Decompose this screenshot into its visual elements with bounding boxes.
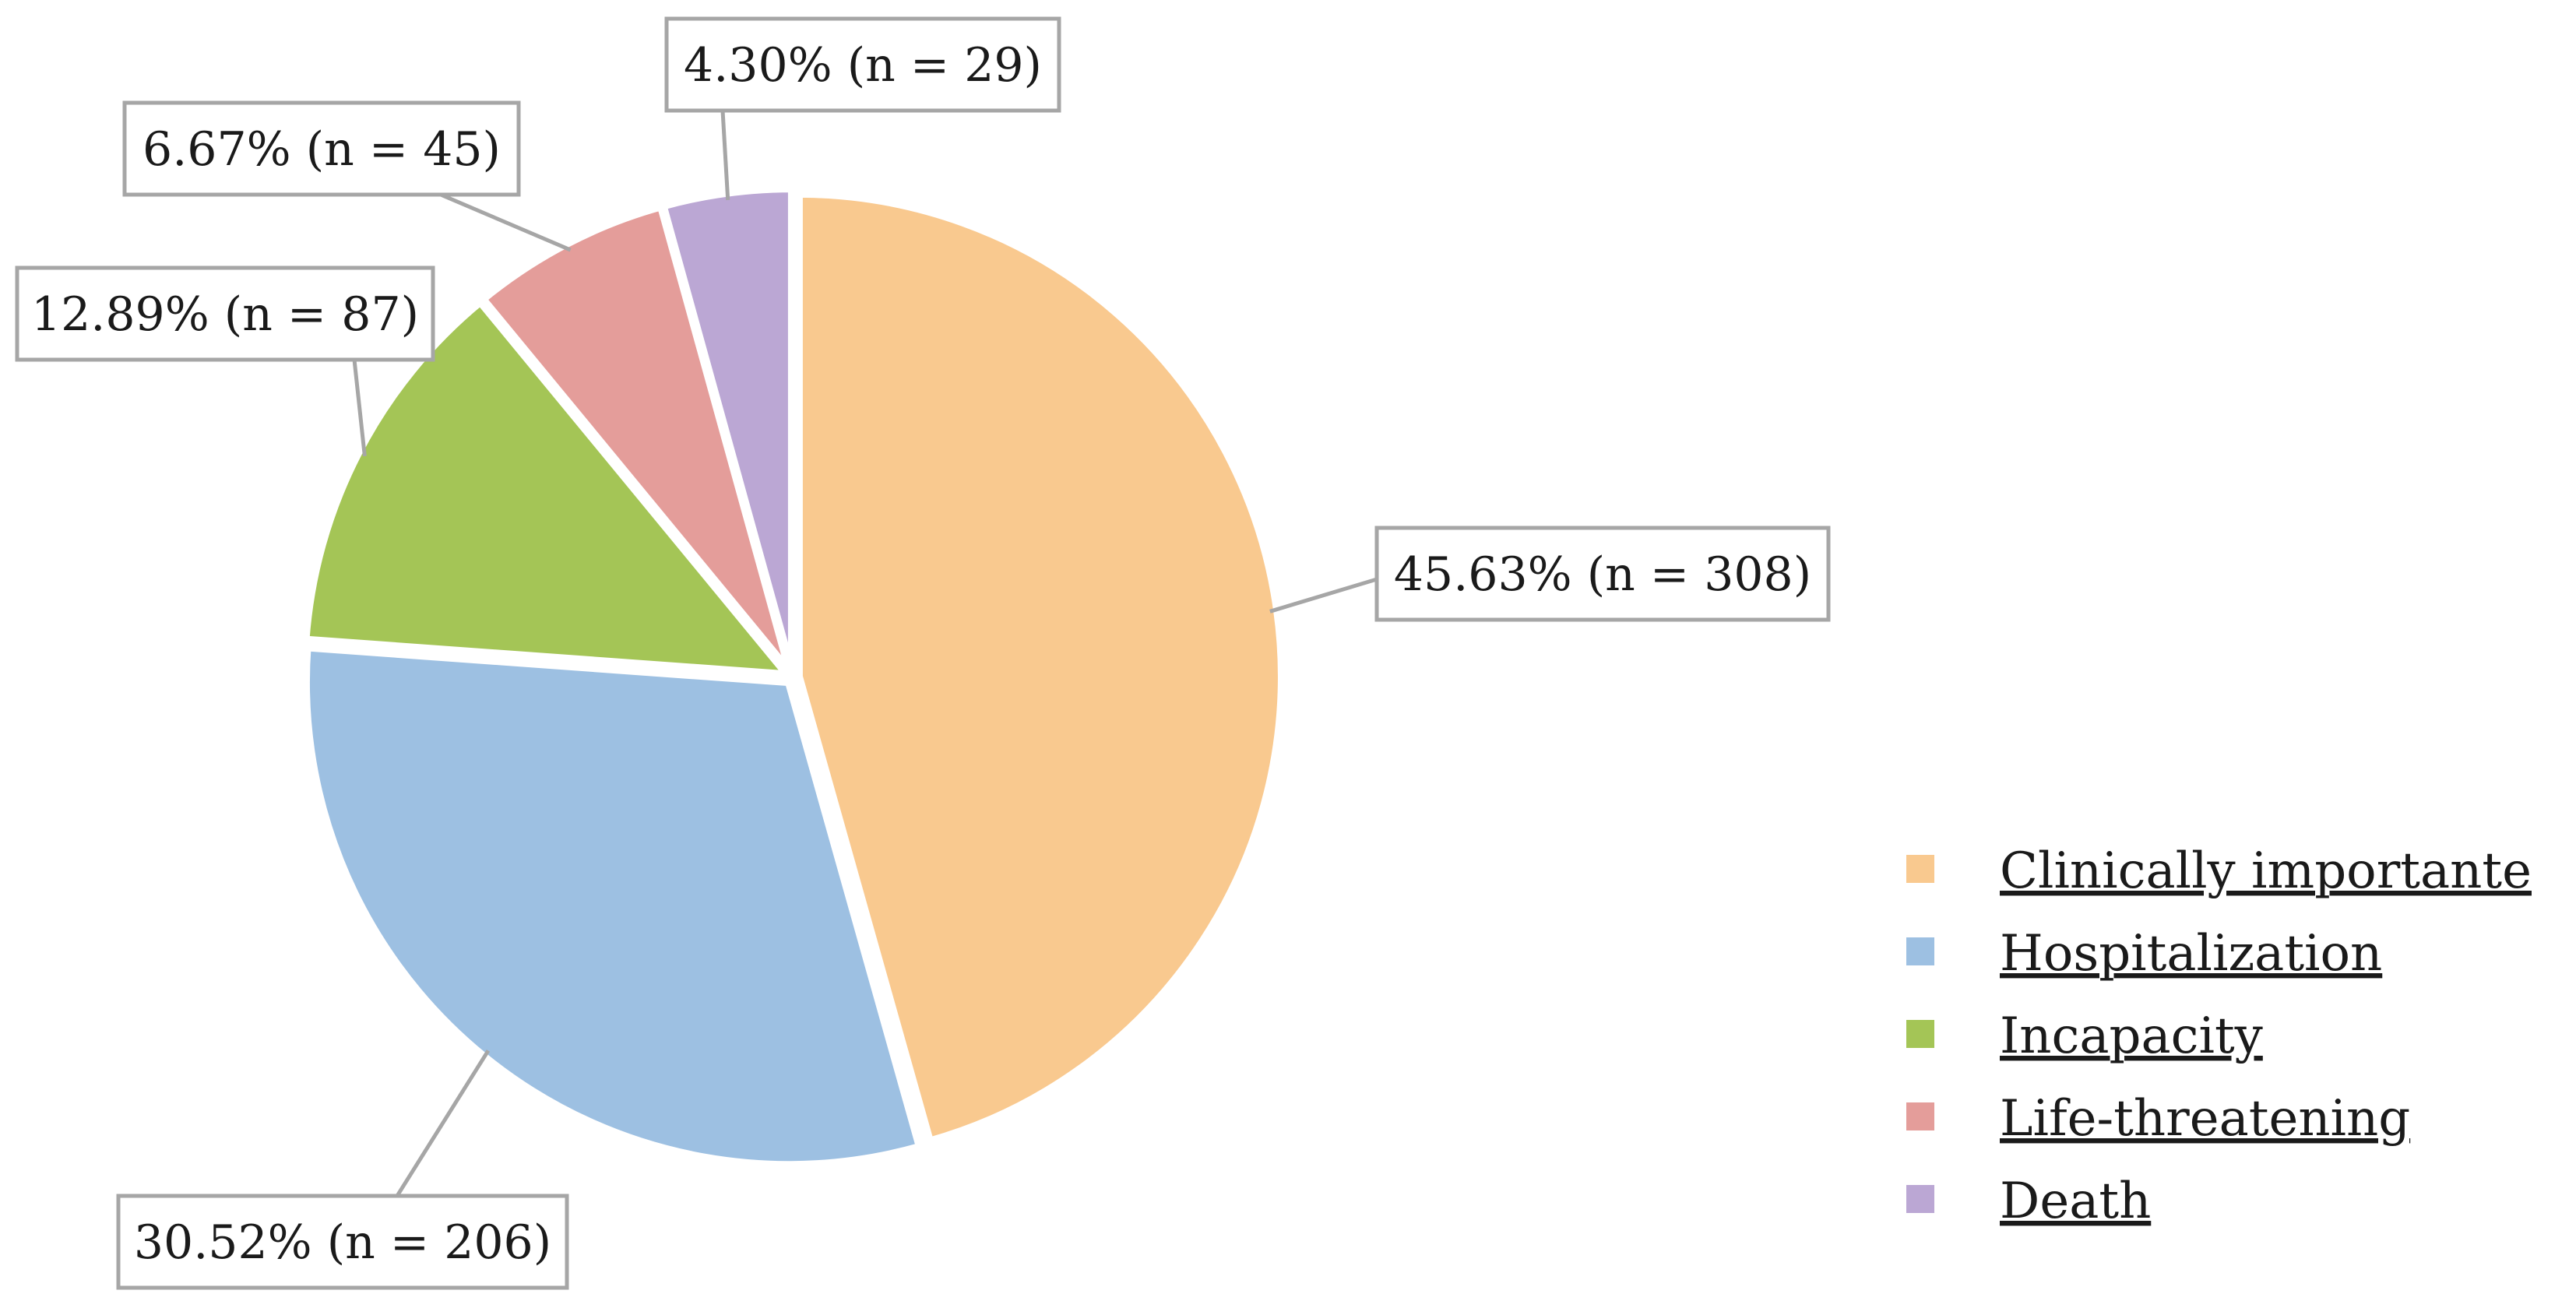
- pie-slices: [301, 185, 1286, 1169]
- data-label-box-hospitalization: [116, 1194, 569, 1290]
- data-label-clinically-importante: 45.63% (n = 308): [1394, 547, 1811, 602]
- data-label-callouts: 45.63% (n = 308) 30.52% (n = 206) 12.89% (…: [15, 16, 1831, 1290]
- legend-label-clinically-importante: Clinically importante: [2000, 842, 2532, 900]
- legend-label-life-threatening: Life-threatening: [2000, 1090, 2410, 1148]
- leader-line-death: [720, 110, 730, 201]
- leader-line-life-threatening: [440, 192, 572, 252]
- pie-slice-incapacity: [301, 296, 797, 680]
- data-label-box-death: [664, 16, 1061, 113]
- legend: Clinically importante Hospitalization Inca…: [1906, 842, 2532, 1230]
- leader-line-incapacity: [352, 359, 367, 457]
- data-label-box-life-threatening: [122, 100, 521, 197]
- data-label-death: 4.30% (n = 29): [684, 38, 1042, 93]
- legend-swatch-life-threatening: [1906, 1102, 1934, 1130]
- legend-swatch-clinically-importante: [1906, 855, 1934, 883]
- legend-label-hospitalization: Hospitalization: [2000, 925, 2382, 983]
- pie-slice-life-threatening: [477, 202, 794, 675]
- data-label-incapacity: 12.89% (n = 87): [31, 287, 419, 342]
- legend-swatch-death: [1906, 1185, 1934, 1213]
- data-label-life-threatening: 6.67% (n = 45): [143, 122, 501, 177]
- legend-label-incapacity: Incapacity: [2000, 1007, 2263, 1065]
- data-label-box-incapacity: [15, 265, 435, 362]
- leader-line-clinically-importante: [1269, 577, 1378, 614]
- data-label-hospitalization: 30.52% (n = 206): [134, 1215, 551, 1270]
- legend-swatch-incapacity: [1906, 1020, 1934, 1048]
- data-label-box-clinically-importante: [1374, 526, 1831, 622]
- leader-line-hospitalization: [395, 1050, 491, 1197]
- legend-swatch-hospitalization: [1906, 937, 1934, 965]
- legend-label-death: Death: [2000, 1173, 2151, 1230]
